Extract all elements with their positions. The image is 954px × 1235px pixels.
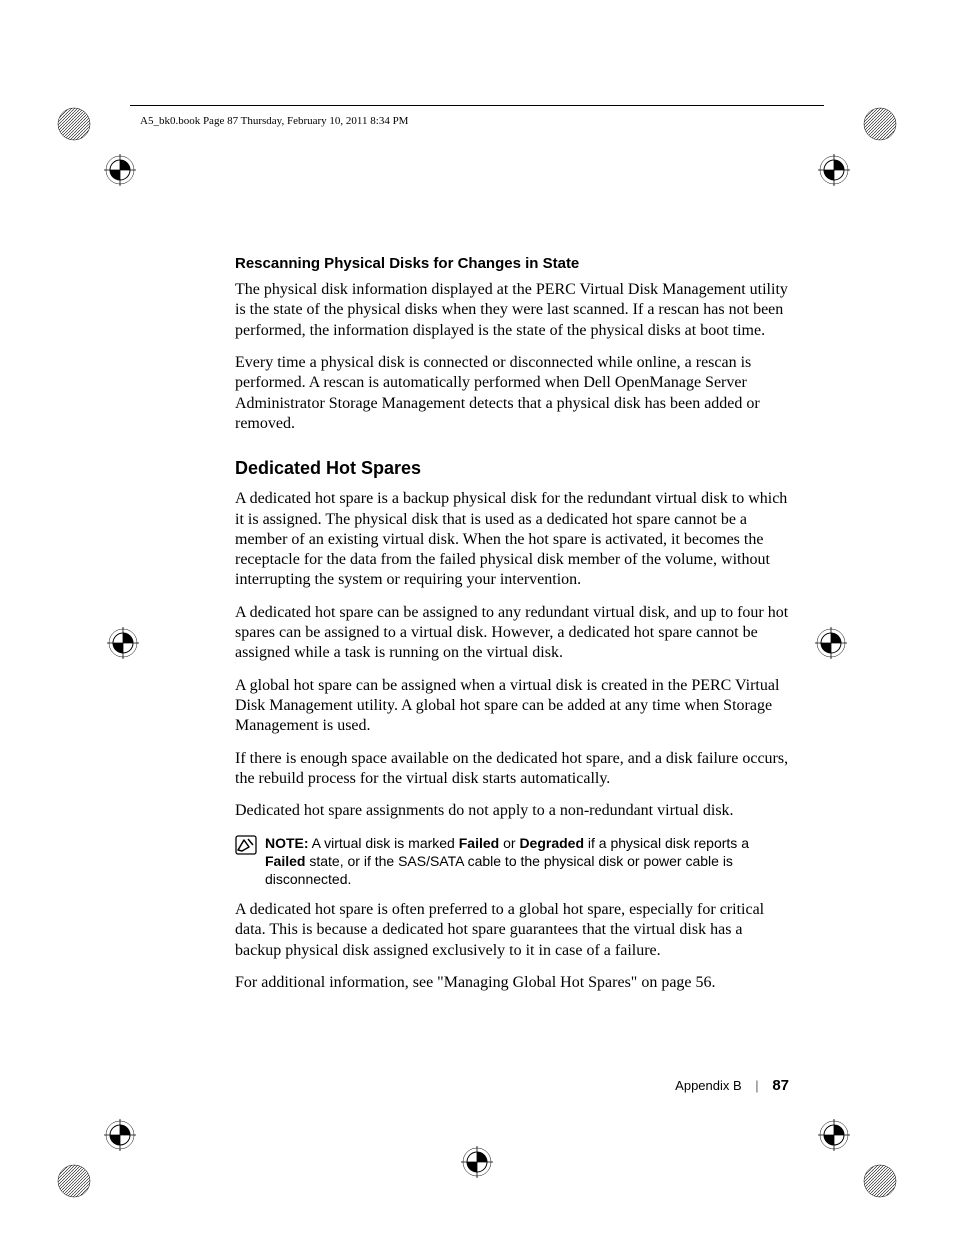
para-ded-3: A global hot spare can be assigned when …	[235, 676, 790, 737]
heading-dedicated: Dedicated Hot Spares	[235, 458, 790, 479]
para-ded-4: If there is enough space available on th…	[235, 749, 790, 790]
note-b1: Failed	[459, 835, 499, 851]
page-footer: Appendix B | 87	[675, 1077, 789, 1094]
crop-mark-bottom-left	[50, 1115, 140, 1205]
header-rule	[130, 105, 824, 106]
note-post: state, or if the SAS/SATA cable to the p…	[265, 853, 733, 887]
note-block: NOTE: A virtual disk is marked Failed or…	[235, 834, 790, 889]
note-b3: Failed	[265, 853, 305, 869]
note-icon	[235, 835, 257, 860]
crop-mark-right-mid	[813, 625, 849, 661]
crop-mark-bottom-mid	[459, 1144, 495, 1180]
page-content: Rescanning Physical Disks for Changes in…	[235, 255, 790, 1005]
note-mid1: or	[499, 835, 519, 851]
note-text: NOTE: A virtual disk is marked Failed or…	[265, 834, 790, 889]
crop-mark-top-right	[814, 100, 904, 190]
heading-rescanning: Rescanning Physical Disks for Changes in…	[235, 255, 790, 272]
para-ded-5: Dedicated hot spare assignments do not a…	[235, 801, 790, 821]
para-ded-2: A dedicated hot spare can be assigned to…	[235, 603, 790, 664]
crop-mark-left-mid	[105, 625, 141, 661]
note-pre: A virtual disk is marked	[309, 835, 459, 851]
note-label: NOTE:	[265, 835, 309, 851]
para-ded-7: For additional information, see "Managin…	[235, 973, 790, 993]
footer-separator: |	[755, 1078, 758, 1093]
crop-mark-top-left	[50, 100, 140, 190]
footer-section: Appendix B	[675, 1078, 742, 1093]
note-b2: Degraded	[519, 835, 584, 851]
para-ded-6: A dedicated hot spare is often preferred…	[235, 900, 790, 961]
para-ded-1: A dedicated hot spare is a backup physic…	[235, 489, 790, 591]
para-rescan-2: Every time a physical disk is connected …	[235, 353, 790, 434]
crop-mark-bottom-right	[814, 1115, 904, 1205]
note-mid2: if a physical disk reports a	[584, 835, 749, 851]
para-rescan-1: The physical disk information displayed …	[235, 280, 790, 341]
footer-page-number: 87	[772, 1077, 789, 1094]
header-text: A5_bk0.book Page 87 Thursday, February 1…	[140, 115, 408, 127]
